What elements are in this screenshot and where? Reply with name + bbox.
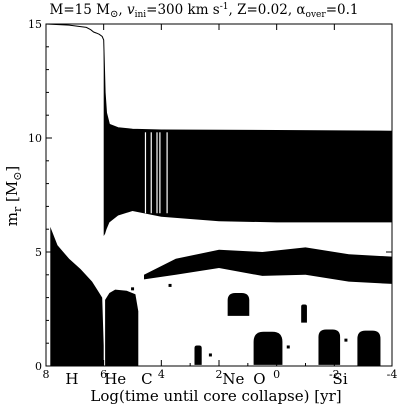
chart-title: M=15 M⊙, vini=300 km s-1, Z=0.02, αover=… xyxy=(50,2,359,20)
oxygen-shell-zone xyxy=(318,329,341,365)
convective-speck xyxy=(286,345,290,349)
carbon-shell-zone xyxy=(194,345,202,365)
burning-stage-label: He xyxy=(104,370,126,388)
burning-stage-label: O xyxy=(253,370,265,388)
y-tick-label: 10 xyxy=(28,132,42,145)
x-tick-label: -2 xyxy=(329,368,340,381)
carbon-shell-zone xyxy=(253,331,283,365)
shell-convective-band xyxy=(144,247,392,284)
data-layer xyxy=(45,23,393,366)
burning-stage-label: Si xyxy=(333,370,348,388)
burning-stage-label: C xyxy=(141,370,152,388)
x-tick-label: -4 xyxy=(387,368,398,381)
y-tick-label: 5 xyxy=(35,246,42,259)
burning-stage-label: H xyxy=(65,370,78,388)
y-tick-label: 15 xyxy=(28,18,42,31)
convective-speck xyxy=(344,338,348,342)
x-tick-label: 2 xyxy=(216,368,223,381)
convective-speck xyxy=(168,283,172,287)
x-axis-label: Log(time until core collapse) [yr] xyxy=(90,387,341,405)
convective-speck xyxy=(131,287,135,291)
oxygen-shell-zone xyxy=(301,304,307,323)
x-tick-label: 8 xyxy=(43,368,50,381)
x-tick-label: 6 xyxy=(100,368,107,381)
convective-core-he xyxy=(105,289,139,366)
burning-stage-label: Ne xyxy=(222,370,244,388)
total-mass-line xyxy=(45,23,393,132)
tick-layer: 8 6 4 2 0 -2 -4 0 5 10 15 H He C Ne O Si xyxy=(28,18,397,388)
convective-envelope xyxy=(103,40,392,236)
convective-speck xyxy=(208,353,212,357)
oxygen-shell-zone xyxy=(357,330,381,366)
x-tick-label: 4 xyxy=(158,368,165,381)
y-tick-label: 0 xyxy=(35,360,42,373)
x-tick-label: 0 xyxy=(273,368,280,381)
convective-core-h xyxy=(50,226,104,366)
y-axis-label: mr [M⊙] xyxy=(3,166,24,227)
carbon-shell-zone xyxy=(227,293,250,316)
convective-speck xyxy=(334,339,338,343)
